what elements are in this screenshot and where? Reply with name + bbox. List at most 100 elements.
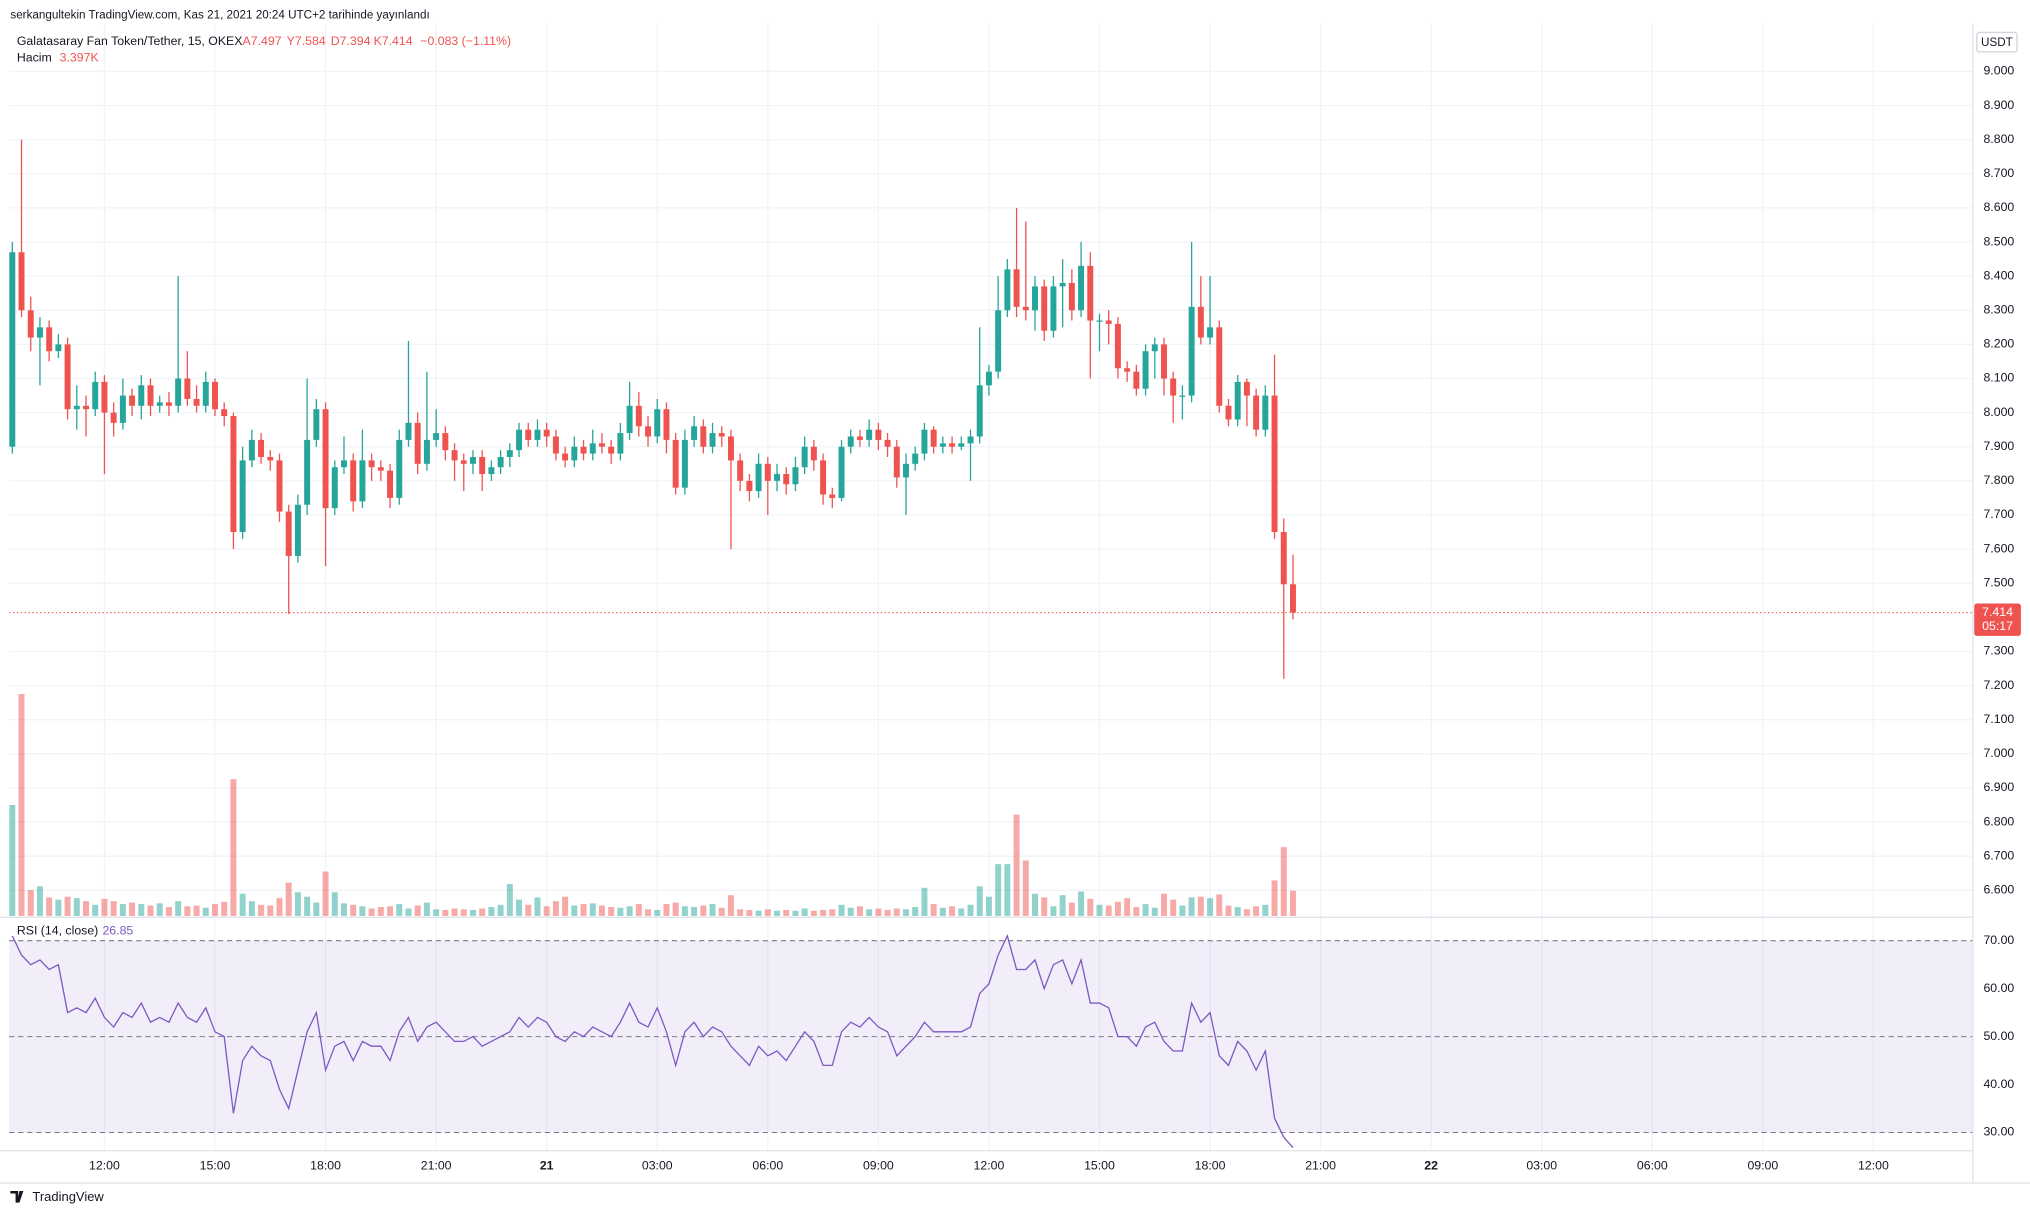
volume-bar	[1078, 891, 1085, 916]
grid	[9, 23, 1973, 1151]
volume-bar	[147, 905, 154, 916]
volume-bar	[1096, 904, 1103, 916]
candle-body	[755, 463, 762, 492]
legend-high: Y7.584	[287, 34, 326, 48]
x-tick-label: 18:00	[1195, 1159, 1226, 1173]
volume-bar	[341, 903, 347, 916]
volume-bar	[377, 907, 384, 916]
volume-bar	[506, 884, 513, 916]
volume-bar	[405, 908, 412, 916]
volume-bar	[27, 890, 34, 916]
x-tick-label: 09:00	[863, 1159, 894, 1173]
volume-bar	[1133, 907, 1140, 916]
volume-bar	[331, 892, 338, 916]
candle-body	[1004, 269, 1011, 311]
x-tick-label: 12:00	[974, 1159, 1005, 1173]
candle-body	[672, 439, 679, 488]
volume-bar	[18, 694, 25, 916]
currency[interactable]: USDT	[1981, 36, 2013, 49]
candle-body	[1022, 306, 1029, 311]
volume-bar	[230, 779, 237, 916]
candle-body	[221, 409, 228, 417]
candle-body	[1188, 306, 1195, 396]
volume-bar	[866, 909, 873, 916]
volume-bar	[285, 882, 292, 916]
volume-bar	[202, 907, 209, 916]
candle-body	[903, 463, 909, 478]
y-tick-label: 7.900	[1983, 439, 2014, 453]
candle-body	[258, 439, 265, 457]
volume-bar	[55, 899, 62, 916]
volume-bar	[497, 904, 504, 916]
y-tick-label: 8.600	[1983, 200, 2014, 214]
candle-body	[939, 443, 946, 447]
candle-body	[27, 310, 34, 338]
volume-bar	[313, 902, 320, 916]
x-tick-label: 03:00	[642, 1159, 673, 1173]
volume-bar	[598, 905, 605, 916]
volume-bar	[589, 903, 596, 916]
x-tick-label: 09:00	[1747, 1159, 1778, 1173]
candle-body	[239, 460, 246, 533]
volume-bar	[746, 909, 753, 916]
candle-body	[930, 429, 937, 447]
candle-body	[267, 456, 274, 461]
volume-bar	[267, 905, 274, 916]
candle-body	[175, 378, 182, 406]
volume-bar	[516, 899, 523, 916]
candle-body	[995, 310, 1002, 372]
candle-body	[700, 426, 707, 447]
candle-body	[1078, 265, 1085, 311]
candle-body	[820, 460, 827, 495]
candle-body	[423, 439, 430, 464]
candle-body	[1253, 395, 1260, 430]
candle-body	[525, 429, 532, 440]
currency-box[interactable]	[1976, 31, 2018, 53]
volume-bar	[387, 906, 394, 916]
volume-bar	[645, 909, 652, 916]
volume-bar	[737, 909, 744, 916]
candle-body	[958, 443, 965, 447]
rsi-tick-label: 30.00	[1983, 1125, 2014, 1139]
y-tick-label: 6.600	[1983, 883, 2014, 897]
volume-bar	[875, 908, 882, 916]
candle-body	[884, 439, 891, 447]
volume-bar	[442, 909, 449, 916]
candle-body	[156, 402, 163, 406]
y-tick-label: 8.800	[1983, 132, 2014, 146]
volume-bar	[239, 893, 246, 916]
candle-body	[359, 460, 366, 502]
volume-bar	[1289, 890, 1296, 916]
symbol: Galatasaray Fan Token/Tether, 15, OKEX	[17, 34, 243, 48]
volume-bar	[488, 907, 495, 916]
candle-body	[893, 446, 900, 478]
candle-body	[101, 381, 108, 413]
candle-body	[1243, 381, 1250, 396]
y-tick-label: 7.200	[1983, 678, 2014, 692]
volume-bar	[755, 910, 762, 916]
candle-body	[248, 439, 255, 461]
candle-body	[838, 446, 845, 498]
candle-body	[543, 429, 550, 437]
legend-close: K7.414	[374, 34, 413, 48]
candle-body	[110, 412, 117, 423]
candle-body	[129, 395, 136, 406]
candle-body	[976, 385, 983, 437]
rsi-tick-label: 40.00	[1983, 1077, 2014, 1091]
volume-bar	[165, 907, 172, 916]
candle-body	[36, 327, 43, 338]
candle-body	[212, 381, 218, 410]
logo: TradingView	[10, 1189, 104, 1204]
candle-body	[1133, 371, 1140, 389]
candle-body	[875, 429, 882, 440]
candle-body	[1124, 368, 1131, 372]
candle-body	[801, 446, 808, 468]
candle-body	[1105, 320, 1112, 324]
y-tick-label: 8.700	[1983, 166, 2014, 180]
volume-bar	[543, 906, 550, 916]
volume-bar	[912, 907, 919, 916]
candle-body	[921, 429, 928, 454]
x-tick-label: 21:00	[1305, 1159, 1336, 1173]
candle-body	[276, 460, 283, 512]
